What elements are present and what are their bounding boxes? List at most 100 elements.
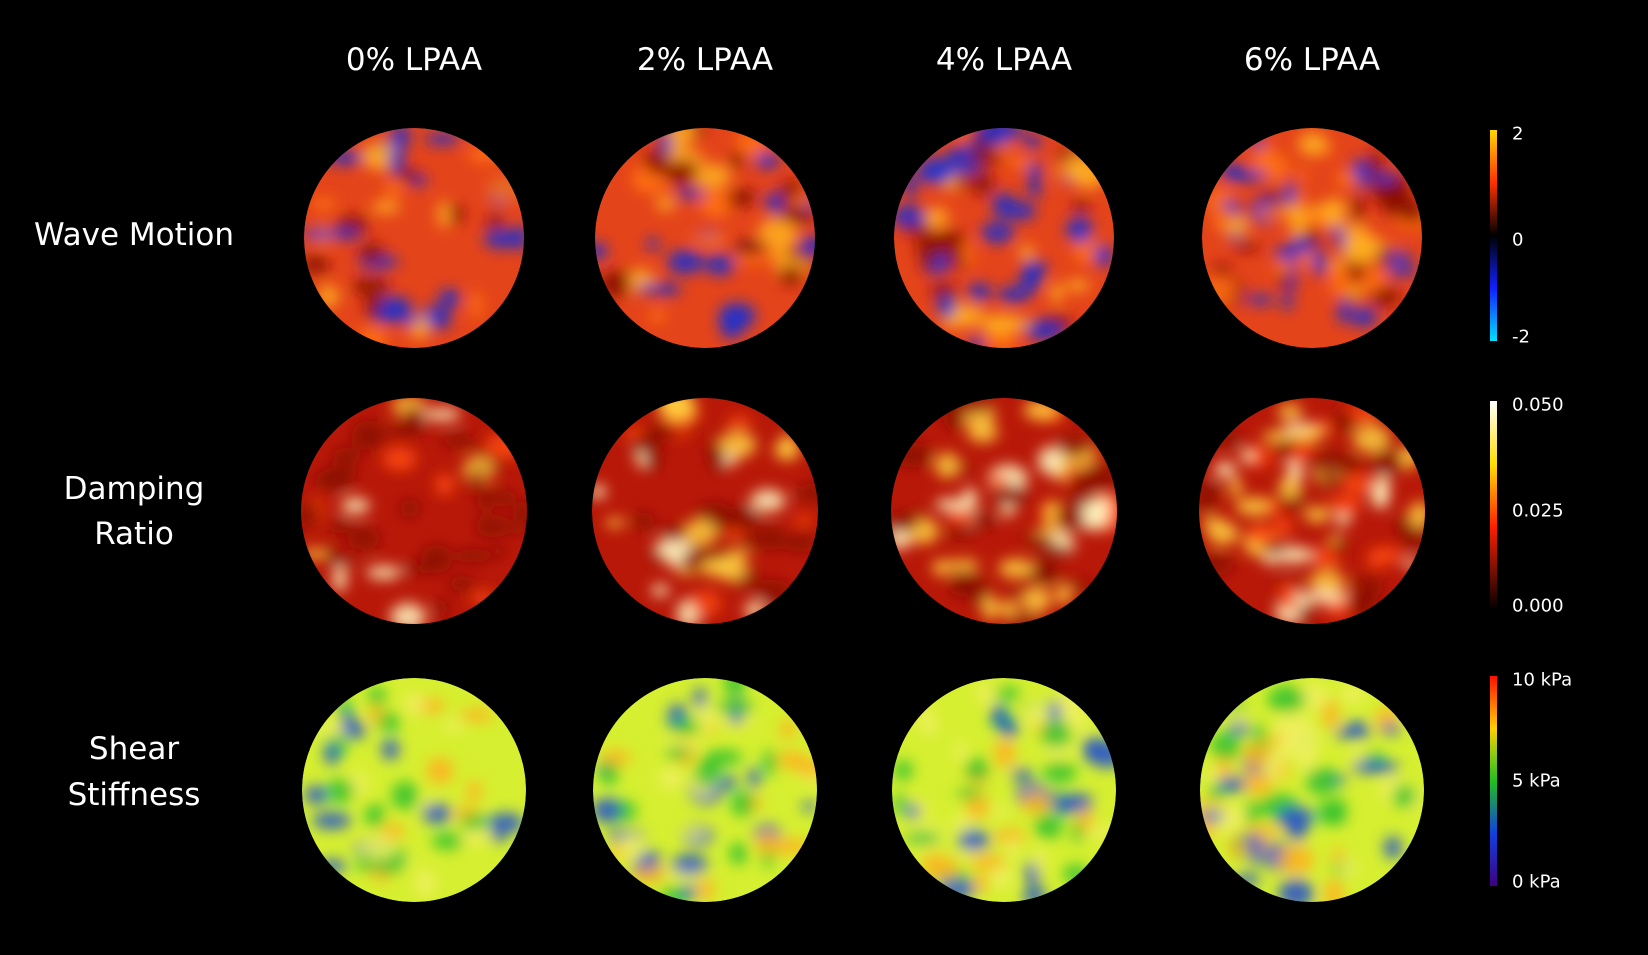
map-blob bbox=[320, 466, 358, 485]
map-blob bbox=[487, 812, 525, 834]
map-texture bbox=[894, 128, 1113, 348]
map-blob bbox=[401, 562, 439, 574]
map-blob bbox=[1242, 825, 1283, 838]
map-blob bbox=[664, 160, 704, 186]
map-blob bbox=[669, 142, 685, 154]
map-blob bbox=[1229, 476, 1242, 498]
map-blob bbox=[357, 325, 388, 348]
map-blob bbox=[1056, 434, 1092, 458]
map-texture bbox=[301, 398, 527, 624]
map-blob bbox=[460, 814, 489, 831]
map-blob bbox=[722, 774, 737, 791]
map-blob bbox=[1042, 761, 1077, 784]
map-blob bbox=[1339, 223, 1370, 237]
map-blob bbox=[704, 254, 735, 276]
map-blob bbox=[1021, 586, 1052, 613]
map-blob bbox=[773, 439, 800, 461]
map-blob bbox=[906, 803, 920, 820]
map-blob bbox=[693, 687, 707, 709]
map-blob bbox=[709, 445, 727, 473]
map-blob bbox=[1288, 817, 1307, 842]
map-blob bbox=[966, 793, 990, 820]
map-blob bbox=[904, 831, 941, 845]
map-blob bbox=[391, 781, 419, 811]
map-blob bbox=[1055, 583, 1072, 606]
map-blob bbox=[997, 286, 1031, 303]
map-blob bbox=[992, 485, 1029, 506]
map-blob bbox=[1276, 740, 1293, 761]
map-blob bbox=[1235, 496, 1275, 517]
map-blob bbox=[442, 719, 465, 732]
map-blob bbox=[696, 703, 715, 733]
map-image bbox=[891, 398, 1117, 624]
map-blob bbox=[332, 565, 347, 592]
colorbar-tick-label: 0 kPa bbox=[1512, 871, 1561, 893]
map-blob bbox=[485, 214, 505, 230]
map-blob bbox=[390, 128, 411, 147]
map-blob bbox=[1212, 206, 1234, 230]
map-image bbox=[892, 678, 1116, 902]
map-blob bbox=[1323, 879, 1345, 902]
map-blob bbox=[968, 336, 984, 348]
map-image bbox=[894, 128, 1114, 348]
map-blob bbox=[944, 856, 958, 882]
map-blob bbox=[399, 498, 421, 518]
map-blob bbox=[1278, 878, 1314, 902]
map-blob bbox=[1212, 432, 1243, 447]
map-blob bbox=[976, 682, 995, 704]
map-blob bbox=[592, 484, 607, 499]
map-blob bbox=[448, 203, 465, 224]
column-header: 0% LPAA bbox=[345, 42, 483, 78]
map-blob bbox=[1274, 258, 1293, 277]
map-blob bbox=[695, 759, 721, 786]
map-blob bbox=[1093, 244, 1113, 268]
colorbar-tick-label: 2 bbox=[1512, 123, 1524, 145]
map-blob bbox=[715, 700, 756, 715]
map-blob bbox=[631, 863, 667, 884]
map-blob bbox=[658, 767, 683, 790]
map-blob bbox=[1023, 400, 1060, 421]
map-blob bbox=[402, 406, 425, 432]
map-blob bbox=[734, 251, 774, 265]
map-blob bbox=[1308, 589, 1347, 604]
map-blob bbox=[1020, 791, 1051, 814]
map-blob bbox=[949, 570, 983, 598]
map-blob bbox=[1341, 237, 1374, 265]
map-blob bbox=[961, 487, 978, 512]
map-blob bbox=[744, 601, 765, 619]
map-blob bbox=[671, 854, 708, 875]
map-blob bbox=[1367, 551, 1383, 569]
map-blob bbox=[1199, 487, 1217, 514]
map-blob bbox=[723, 678, 747, 697]
map-blob bbox=[742, 531, 755, 552]
map-blob bbox=[942, 401, 965, 430]
map-blob bbox=[1337, 298, 1350, 325]
map-blob bbox=[1027, 182, 1043, 197]
map-blob bbox=[947, 509, 973, 525]
map-blob bbox=[993, 828, 1027, 845]
map-blob bbox=[438, 289, 461, 308]
map-blob bbox=[341, 710, 356, 736]
map-blob bbox=[1066, 216, 1093, 244]
map-blob bbox=[1404, 558, 1419, 570]
map-blob bbox=[1350, 307, 1378, 327]
map-blob bbox=[319, 859, 347, 874]
map-blob bbox=[484, 228, 517, 249]
map-blob bbox=[1296, 169, 1309, 180]
colorbar-tick-label: -2 bbox=[1512, 326, 1530, 348]
map-blob bbox=[802, 801, 816, 812]
map-blob bbox=[667, 250, 704, 275]
map-blob bbox=[1297, 683, 1329, 710]
map-blob bbox=[1220, 163, 1246, 182]
map-blob bbox=[384, 179, 403, 198]
map-blob bbox=[1076, 504, 1110, 531]
map-blob bbox=[1330, 411, 1357, 433]
map-blob bbox=[347, 527, 381, 550]
map-blob bbox=[956, 398, 994, 415]
map-blob bbox=[351, 420, 386, 451]
map-blob bbox=[1322, 699, 1340, 730]
map-blob bbox=[352, 276, 391, 297]
map-blob bbox=[722, 506, 761, 532]
map-blob bbox=[634, 431, 666, 446]
map-blob bbox=[1055, 504, 1085, 531]
